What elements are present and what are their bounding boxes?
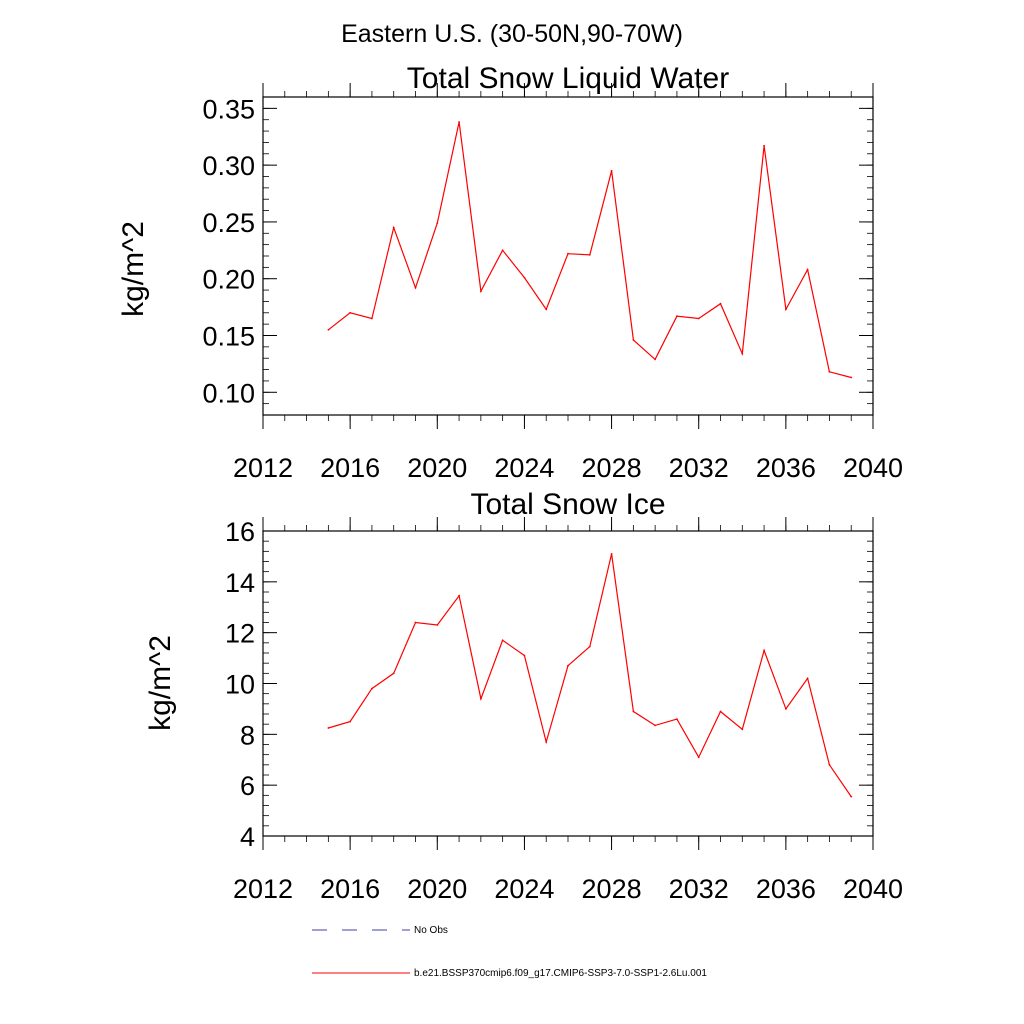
legend-label-model-run: b.e21.BSSP370cmip6.f09_g17.CMIP6-SSP3-7.… <box>414 968 707 979</box>
y-tick-label: 12 <box>225 619 255 649</box>
data-point <box>414 621 417 624</box>
y-tick-label: 14 <box>225 568 255 598</box>
data-point <box>349 720 351 723</box>
data-point <box>719 710 722 713</box>
data-point <box>741 728 744 731</box>
data-point <box>850 376 853 379</box>
data-point <box>480 290 482 293</box>
y-tick-label: 4 <box>240 822 255 852</box>
x-tick-label: 2032 <box>669 453 729 483</box>
plot-frame <box>262 530 874 837</box>
data-point <box>545 741 548 743</box>
data-point <box>697 756 700 759</box>
data-point <box>436 222 439 225</box>
data-point <box>567 252 569 255</box>
data-point <box>588 254 591 256</box>
data-point <box>567 664 569 667</box>
series-line <box>328 121 852 379</box>
data-point <box>632 710 635 713</box>
legend: No Obs b.e21.BSSP370cmip6.f09_g17.CMIP6-… <box>312 925 707 979</box>
data-point <box>850 795 853 798</box>
y-axis-label: kg/m^2 <box>144 635 177 731</box>
data-point <box>697 317 700 320</box>
x-tick-label: 2040 <box>843 874 903 904</box>
data-point <box>828 370 831 373</box>
y-tick-label: 0.30 <box>202 151 255 181</box>
data-point <box>501 639 504 642</box>
data-point <box>763 144 765 147</box>
data-point <box>610 169 613 172</box>
data-point <box>436 624 439 626</box>
y-tick-label: 0.35 <box>202 94 255 124</box>
data-point <box>458 594 460 597</box>
data-point <box>654 724 656 727</box>
chart-title: Total Snow Liquid Water <box>407 62 729 95</box>
y-axis-label: kg/m^2 <box>117 221 150 317</box>
y-tick-label: 16 <box>225 517 255 547</box>
x-tick-label: 2016 <box>320 453 380 483</box>
y-tick-label: 0.20 <box>202 265 255 295</box>
data-point <box>545 308 548 311</box>
data-point <box>392 672 395 675</box>
data-point <box>523 276 526 279</box>
data-point <box>371 317 373 320</box>
page-title: Eastern U.S. (30-50N,90-70W) <box>341 20 683 48</box>
y-tick-label: 0.25 <box>202 208 255 238</box>
y-tick-label: 0.10 <box>202 378 255 408</box>
data-point <box>371 687 373 690</box>
data-point <box>741 352 744 355</box>
data-point <box>785 708 787 710</box>
data-point <box>392 226 395 229</box>
data-point <box>763 649 765 652</box>
x-tick-label: 2040 <box>843 453 903 483</box>
x-tick-label: 2016 <box>320 874 380 904</box>
y-tick-label: 10 <box>225 670 255 700</box>
data-point <box>632 339 635 341</box>
data-point <box>785 308 787 311</box>
x-tick-label: 2012 <box>233 453 293 483</box>
x-tick-label: 2028 <box>582 453 642 483</box>
data-point <box>676 315 678 318</box>
x-tick-label: 2020 <box>407 453 467 483</box>
series-line <box>328 553 852 797</box>
chart-panel-snow-liquid-water: Total Snow Liquid Water kg/m^2 0.10 0.15 0… <box>117 62 903 483</box>
data-point <box>719 302 722 305</box>
x-tick-label: 2020 <box>407 874 467 904</box>
x-tick-label: 2024 <box>494 874 554 904</box>
x-tick-label: 2032 <box>669 874 729 904</box>
data-point <box>458 121 460 123</box>
chart-panel-snow-ice: Total Snow Ice kg/m^2 4 6 8 10 12 14 16 2012 201… <box>144 488 903 904</box>
x-tick-label: 2028 <box>582 874 642 904</box>
data-point <box>327 727 330 729</box>
y-tick-label: 0.15 <box>202 322 255 352</box>
chart-title: Total Snow Ice <box>470 488 665 521</box>
legend-label-no-obs: No Obs <box>414 925 448 936</box>
plot-frame <box>262 96 874 416</box>
data-point <box>349 311 351 314</box>
data-point <box>654 358 656 361</box>
data-point <box>806 268 809 271</box>
data-point <box>610 553 613 555</box>
data-point <box>676 718 678 720</box>
data-point <box>523 654 526 657</box>
data-point <box>327 328 330 331</box>
y-tick-label: 8 <box>240 720 255 750</box>
y-tick-label: 6 <box>240 771 255 801</box>
data-point <box>501 249 504 252</box>
data-point <box>806 677 809 680</box>
data-point <box>414 286 417 289</box>
x-tick-label: 2012 <box>233 874 293 904</box>
data-point <box>828 763 831 766</box>
x-tick-label: 2036 <box>756 874 816 904</box>
x-tick-label: 2036 <box>756 453 816 483</box>
data-point <box>588 645 591 648</box>
x-tick-label: 2024 <box>494 453 554 483</box>
data-point <box>480 697 482 700</box>
